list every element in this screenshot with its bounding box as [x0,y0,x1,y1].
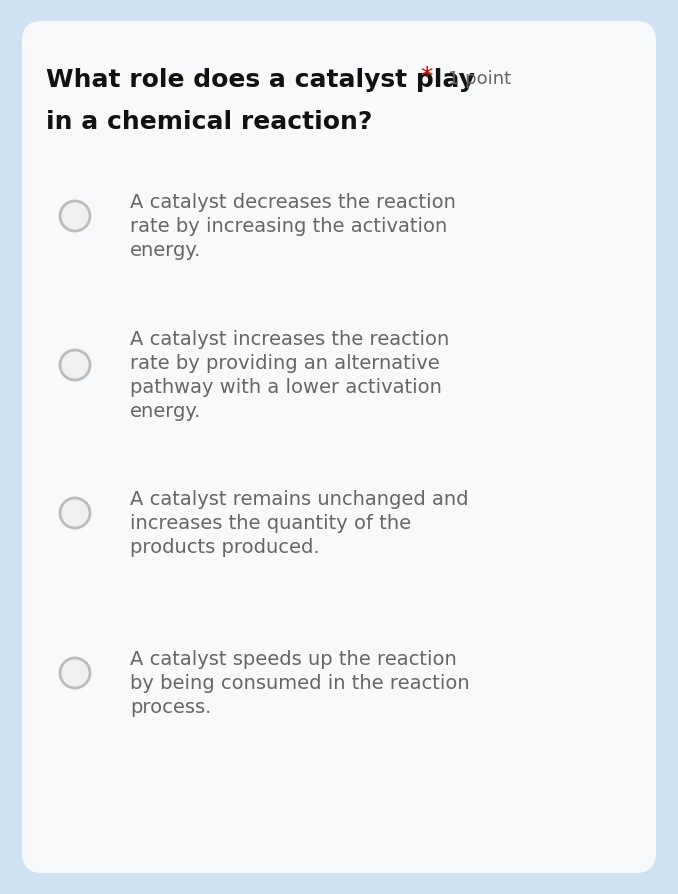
Circle shape [60,350,90,381]
Text: by being consumed in the reaction: by being consumed in the reaction [130,673,470,692]
Text: A catalyst decreases the reaction: A catalyst decreases the reaction [130,193,456,212]
Text: rate by providing an alternative: rate by providing an alternative [130,354,440,373]
Circle shape [60,499,90,528]
Text: process.: process. [130,697,212,716]
Text: *: * [420,65,433,89]
Text: in a chemical reaction?: in a chemical reaction? [46,110,372,134]
Text: pathway with a lower activation: pathway with a lower activation [130,377,442,397]
Text: rate by increasing the activation: rate by increasing the activation [130,216,447,236]
FancyBboxPatch shape [22,22,656,873]
Circle shape [60,202,90,232]
Text: A catalyst remains unchanged and: A catalyst remains unchanged and [130,489,468,509]
Text: increases the quantity of the: increases the quantity of the [130,513,411,533]
Text: 1 point: 1 point [448,70,511,88]
Text: A catalyst increases the reaction: A catalyst increases the reaction [130,330,450,349]
Text: energy.: energy. [130,401,201,420]
Circle shape [60,658,90,688]
Text: What role does a catalyst play: What role does a catalyst play [46,68,475,92]
Text: products produced.: products produced. [130,537,319,556]
Text: energy.: energy. [130,240,201,260]
Text: A catalyst speeds up the reaction: A catalyst speeds up the reaction [130,649,457,668]
